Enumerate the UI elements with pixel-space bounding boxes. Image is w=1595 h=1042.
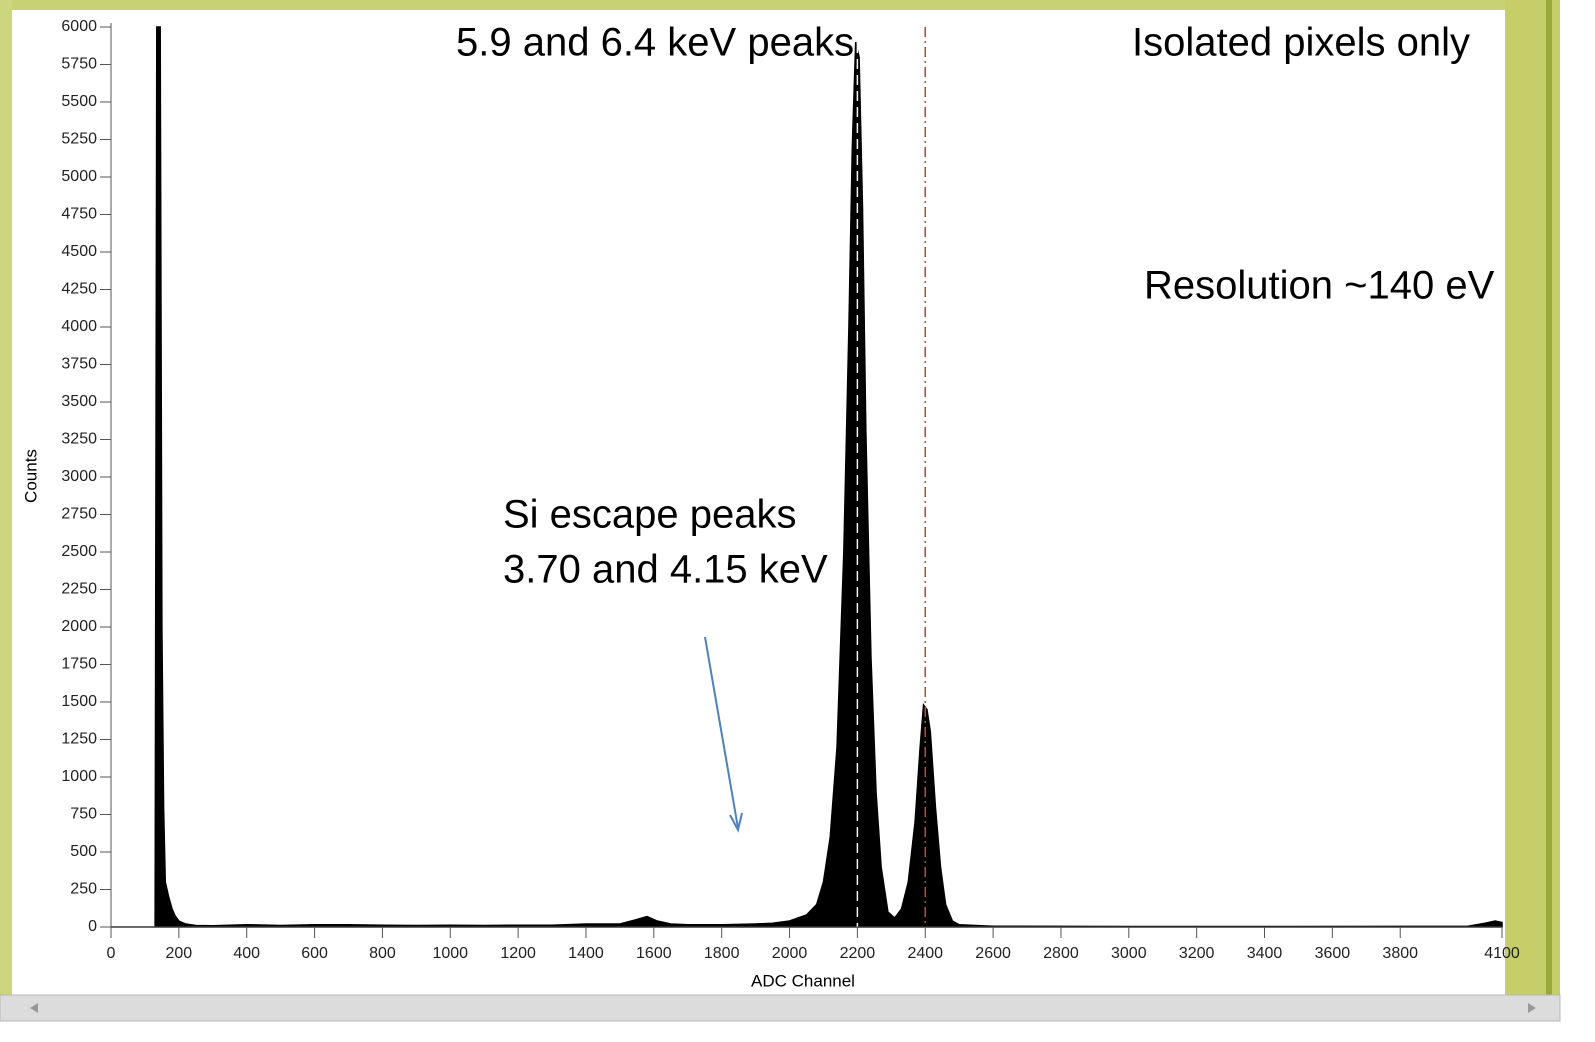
y-axis-label: Counts [21,449,40,503]
x-tick-label: 1000 [432,945,468,962]
y-tick-label: 250 [70,881,97,898]
y-tick-label: 5750 [61,56,97,73]
y-tick-label: 1500 [61,693,97,710]
annotation: 3.70 and 4.15 keV [503,548,828,592]
annotations: 5.9 and 6.4 keV peaks Isolated pixels onl… [456,21,1495,592]
y-tick-label: 1750 [61,656,97,673]
x-tick-label: 3200 [1179,945,1215,962]
annotation: 5.9 and 6.4 keV peaks [456,21,854,65]
arrow [704,636,739,829]
scrollbar[interactable] [0,994,1561,1022]
arrow-head [729,812,743,833]
x-tick-label: 1800 [704,945,740,962]
y-tick-label: 6000 [61,18,97,35]
y-tick-label: 0 [88,918,97,935]
x-tick-label: 600 [301,945,328,962]
x-tick-label: 2400 [907,945,943,962]
x-axis-label: ADC Channel [751,971,855,990]
x-tick-label: 3800 [1382,945,1418,962]
y-tick-label: 500 [70,843,97,860]
y-tick-label: 3750 [61,356,97,373]
x-tick-label: 2200 [840,945,876,962]
y-tick-label: 4500 [61,243,97,260]
axes: 0250500750100012501500175020002250250027… [61,18,1519,962]
y-tick-label: 5000 [61,168,97,185]
annotation: Isolated pixels only [1132,21,1470,65]
x-tick-label: 2000 [772,945,808,962]
y-tick-label: 1000 [61,768,97,785]
x-tick-label: 1600 [636,945,672,962]
x-tick-label: 200 [166,945,193,962]
x-tick-label: 4100 [1484,945,1520,962]
y-tick-label: 4750 [61,206,97,223]
y-tick-label: 5500 [61,93,97,110]
x-tick-label: 800 [369,945,396,962]
frame-top [0,0,1560,10]
plot-area [111,27,1502,927]
frame-left [0,0,12,995]
y-tick-label: 2000 [61,618,97,635]
x-tick-label: 3400 [1247,945,1283,962]
x-tick-label: 2600 [975,945,1011,962]
y-tick-label: 2250 [61,581,97,598]
y-tick-label: 3250 [61,431,97,448]
y-tick-label: 3500 [61,393,97,410]
y-tick-label: 750 [70,806,97,823]
y-tick-label: 4250 [61,281,97,298]
y-tick-label: 2500 [61,543,97,560]
x-tick-label: 1400 [568,945,604,962]
x-tick-label: 2800 [1043,945,1079,962]
data-layer [111,26,1503,928]
scroll-left[interactable] [30,1003,38,1013]
x-tick-label: 0 [107,945,116,962]
annotation: Resolution ~140 eV [1144,264,1495,308]
annotation: Si escape peaks [503,493,797,537]
x-tick-label: 400 [233,945,260,962]
y-tick-label: 3000 [61,468,97,485]
x-tick-label: 3000 [1111,945,1147,962]
scroll-right[interactable] [1528,1003,1536,1013]
frame-stripe [1546,0,1552,995]
spectrum-area [111,26,1503,928]
y-tick-label: 5250 [61,131,97,148]
x-tick-label: 3600 [1315,945,1351,962]
y-tick-label: 2750 [61,506,97,523]
y-tick-label: 1250 [61,731,97,748]
y-tick-label: 4000 [61,318,97,335]
x-tick-label: 1200 [500,945,536,962]
